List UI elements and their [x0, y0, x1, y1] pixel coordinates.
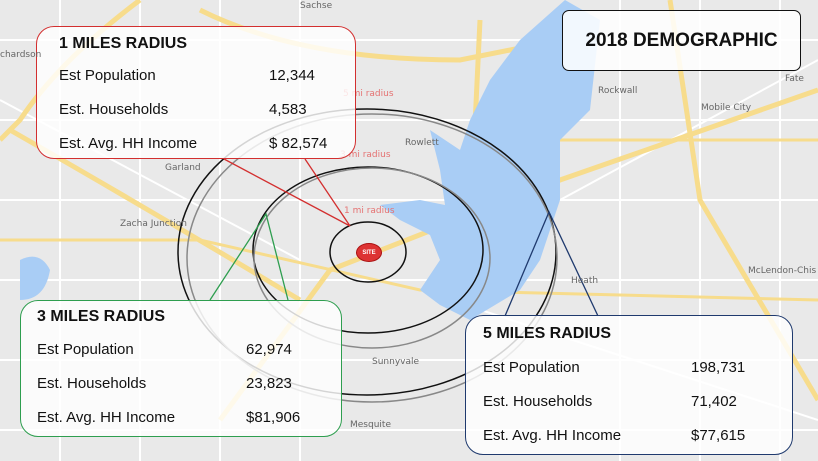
- box-heading: 1 MILES RADIUS: [59, 35, 188, 52]
- place-label: Mesquite: [350, 420, 391, 430]
- row-label: Est Population: [59, 67, 156, 84]
- place-label: Mobile City: [701, 103, 752, 113]
- ring-gray-inner: [253, 167, 491, 349]
- radius-label-1mi: 1 mi radius: [344, 206, 395, 216]
- row-label: Est. Avg. HH Income: [37, 409, 176, 426]
- row-value: $ 82,574: [269, 135, 328, 152]
- place-label: Fate: [785, 74, 804, 84]
- place-label: Rockwall: [598, 86, 638, 96]
- callout-pointers: [209, 158, 599, 317]
- lake-ray-hubbard: [380, 0, 600, 320]
- ring-3-mile: [252, 166, 484, 334]
- row-label: Est. Households: [483, 393, 593, 410]
- row-label: Est. Households: [37, 375, 147, 392]
- site-marker[interactable]: SITE: [356, 243, 382, 262]
- place-label: Sachse: [300, 1, 333, 11]
- one-mile-radius-box: 1 MILES RADIUS Est Population 12,344 Est…: [36, 26, 356, 159]
- row-value: 12,344: [269, 67, 315, 84]
- place-label: Rowlett: [405, 138, 439, 148]
- radius-label-5mi: 5 mi radius: [343, 89, 394, 99]
- row-label: Est Population: [483, 359, 580, 376]
- place-label: Heath: [571, 276, 599, 286]
- row-value: 4,583: [269, 101, 307, 118]
- place-label: Sunnyvale: [372, 357, 420, 367]
- ring-5-mile: [177, 108, 557, 396]
- five-mile-radius-box: 5 MILES RADIUS Est Population 198,731 Es…: [465, 315, 793, 455]
- radius-label-3mi: 3 mi radius: [340, 150, 391, 160]
- row-value: 62,974: [246, 341, 292, 358]
- place-label: chardson: [0, 50, 42, 60]
- radius-rings: [177, 108, 558, 403]
- row-label: Est. Avg. HH Income: [483, 427, 622, 444]
- place-label: McLendon-Chis: [748, 266, 817, 276]
- page-title: 2018 DEMOGRAPHIC: [562, 10, 801, 71]
- ring-1-mile: [329, 221, 407, 283]
- pond: [20, 256, 50, 300]
- row-value: $81,906: [246, 409, 301, 426]
- row-value: 198,731: [691, 359, 746, 376]
- place-label: Garland: [165, 163, 201, 173]
- row-value: 71,402: [691, 393, 737, 410]
- box-heading: 3 MILES RADIUS: [37, 308, 166, 325]
- row-label: Est Population: [37, 341, 134, 358]
- place-label: Zacha Junction: [120, 219, 187, 229]
- ring-gray-outer: [186, 113, 558, 403]
- row-label: Est. Households: [59, 101, 169, 118]
- row-value: 23,823: [246, 375, 292, 392]
- row-value: $77,615: [691, 427, 746, 444]
- row-label: Est. Avg. HH Income: [59, 135, 198, 152]
- box-heading: 5 MILES RADIUS: [483, 325, 612, 342]
- three-mile-radius-box: 3 MILES RADIUS Est Population 62,974 Est…: [20, 300, 342, 437]
